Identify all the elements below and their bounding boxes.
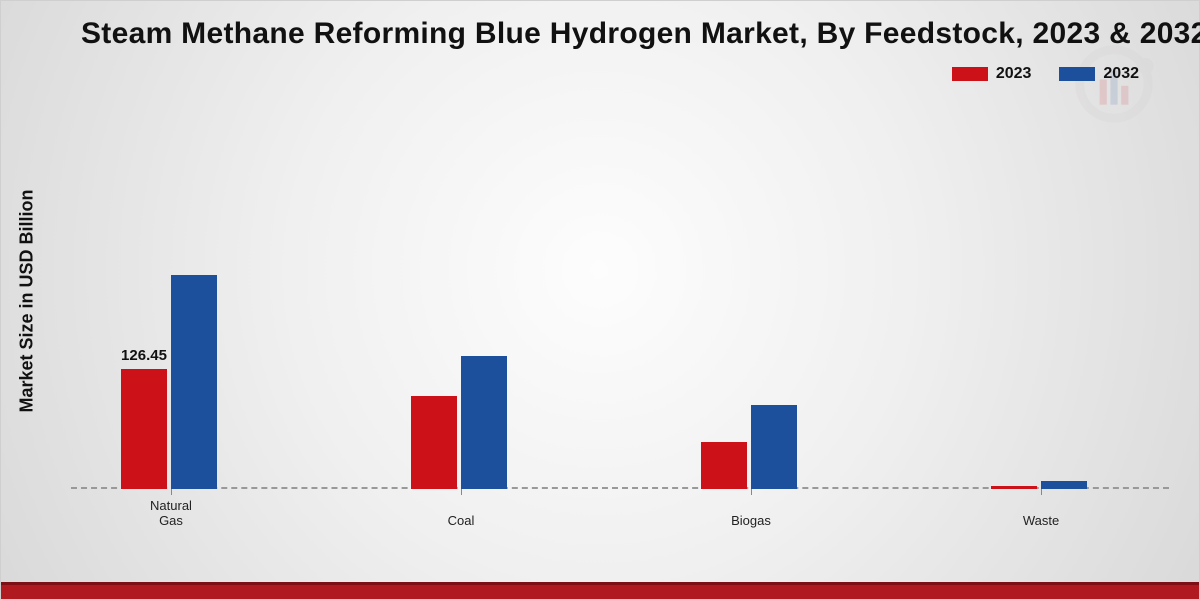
x-tick	[751, 489, 752, 495]
plot-area: 126.45 Natural Gas Coal Biogas Waste	[71, 121, 1169, 529]
watermark-svg	[1069, 39, 1159, 129]
legend: 2023 2032	[952, 65, 1139, 83]
legend-item-2023: 2023	[952, 65, 1032, 83]
y-axis-label: Market Size in USD Billion	[17, 189, 38, 412]
bar-group	[701, 405, 797, 489]
footer-bar	[1, 582, 1199, 599]
bar-value-label: 126.45	[121, 347, 167, 364]
legend-label-2032: 2032	[1103, 65, 1139, 83]
x-label: Biogas	[731, 514, 771, 529]
bar-group	[991, 481, 1087, 489]
bar-2023: 126.45	[121, 369, 167, 489]
legend-label-2023: 2023	[996, 65, 1032, 83]
bar-2023	[411, 396, 457, 489]
x-label: Waste	[1023, 514, 1059, 529]
chart-title: Steam Methane Reforming Blue Hydrogen Ma…	[81, 17, 1199, 51]
legend-swatch-2023	[952, 67, 988, 81]
x-tick	[461, 489, 462, 495]
bar-group: 126.45	[121, 275, 217, 489]
legend-item-2032: 2032	[1059, 65, 1139, 83]
legend-swatch-2032	[1059, 67, 1095, 81]
bar-2023	[701, 442, 747, 490]
bar-2032	[751, 405, 797, 489]
bar-2032	[171, 275, 217, 489]
bar-2032	[1041, 481, 1087, 489]
bar-2023	[991, 486, 1037, 489]
x-label: Coal	[448, 514, 475, 529]
watermark-logo	[1069, 39, 1159, 129]
chart-frame: Steam Methane Reforming Blue Hydrogen Ma…	[0, 0, 1200, 600]
bar-group	[411, 356, 507, 489]
x-label: Natural Gas	[150, 499, 192, 529]
bar-2032	[461, 356, 507, 489]
x-tick	[171, 489, 172, 495]
x-tick	[1041, 489, 1042, 495]
